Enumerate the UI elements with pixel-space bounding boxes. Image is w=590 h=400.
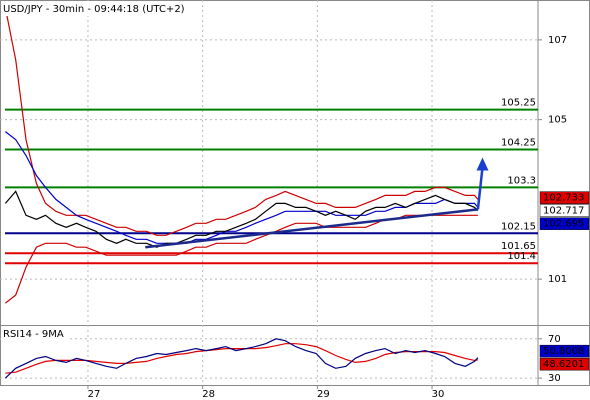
arrow-head: [476, 157, 489, 171]
level-label: 102.15: [501, 221, 536, 232]
series-line: [4, 7, 479, 236]
price-tag: [539, 344, 590, 358]
trend-line: [145, 208, 479, 249]
y-tick-label: 30: [548, 373, 561, 384]
price-tag-label: 102.695: [543, 219, 584, 230]
y-tick-label: 105: [548, 115, 567, 126]
title-box: [1, 326, 68, 341]
price-tag: [539, 217, 590, 230]
level-label: 101.65: [501, 241, 536, 252]
x-tick-label: 29: [317, 389, 330, 400]
level-label: 103.3: [507, 175, 536, 186]
series-line: [4, 338, 479, 379]
level-label: 104.25: [501, 138, 536, 149]
price-tag-label: 50.8008: [543, 346, 584, 357]
title-box: [1, 1, 189, 16]
x-tick-label: 28: [202, 389, 215, 400]
y-tick-label: 107: [548, 35, 567, 46]
price-tag-label: 102.717: [543, 206, 584, 217]
level-label: 105.25: [501, 98, 536, 109]
price-tag: [539, 204, 590, 217]
x-tick-label: 27: [88, 389, 101, 400]
price-tag-label: 48.6201: [543, 359, 584, 370]
price-tag: [539, 191, 590, 204]
series-line: [5, 214, 478, 304]
arrow-shaft: [476, 167, 484, 210]
series-line: [4, 190, 479, 248]
chart-title: RSI14 - 9MA: [3, 329, 64, 340]
y-tick-label: 70: [548, 334, 561, 345]
price-tag: [539, 357, 590, 371]
level-label: 101.4: [507, 251, 536, 262]
y-tick-label: 101: [548, 274, 567, 285]
x-tick-label: 30: [432, 389, 445, 400]
chart-title: USD/JPY - 30min - 09:44:18 (UTC+2): [3, 4, 185, 15]
price-tag-label: 102.733: [543, 193, 584, 204]
